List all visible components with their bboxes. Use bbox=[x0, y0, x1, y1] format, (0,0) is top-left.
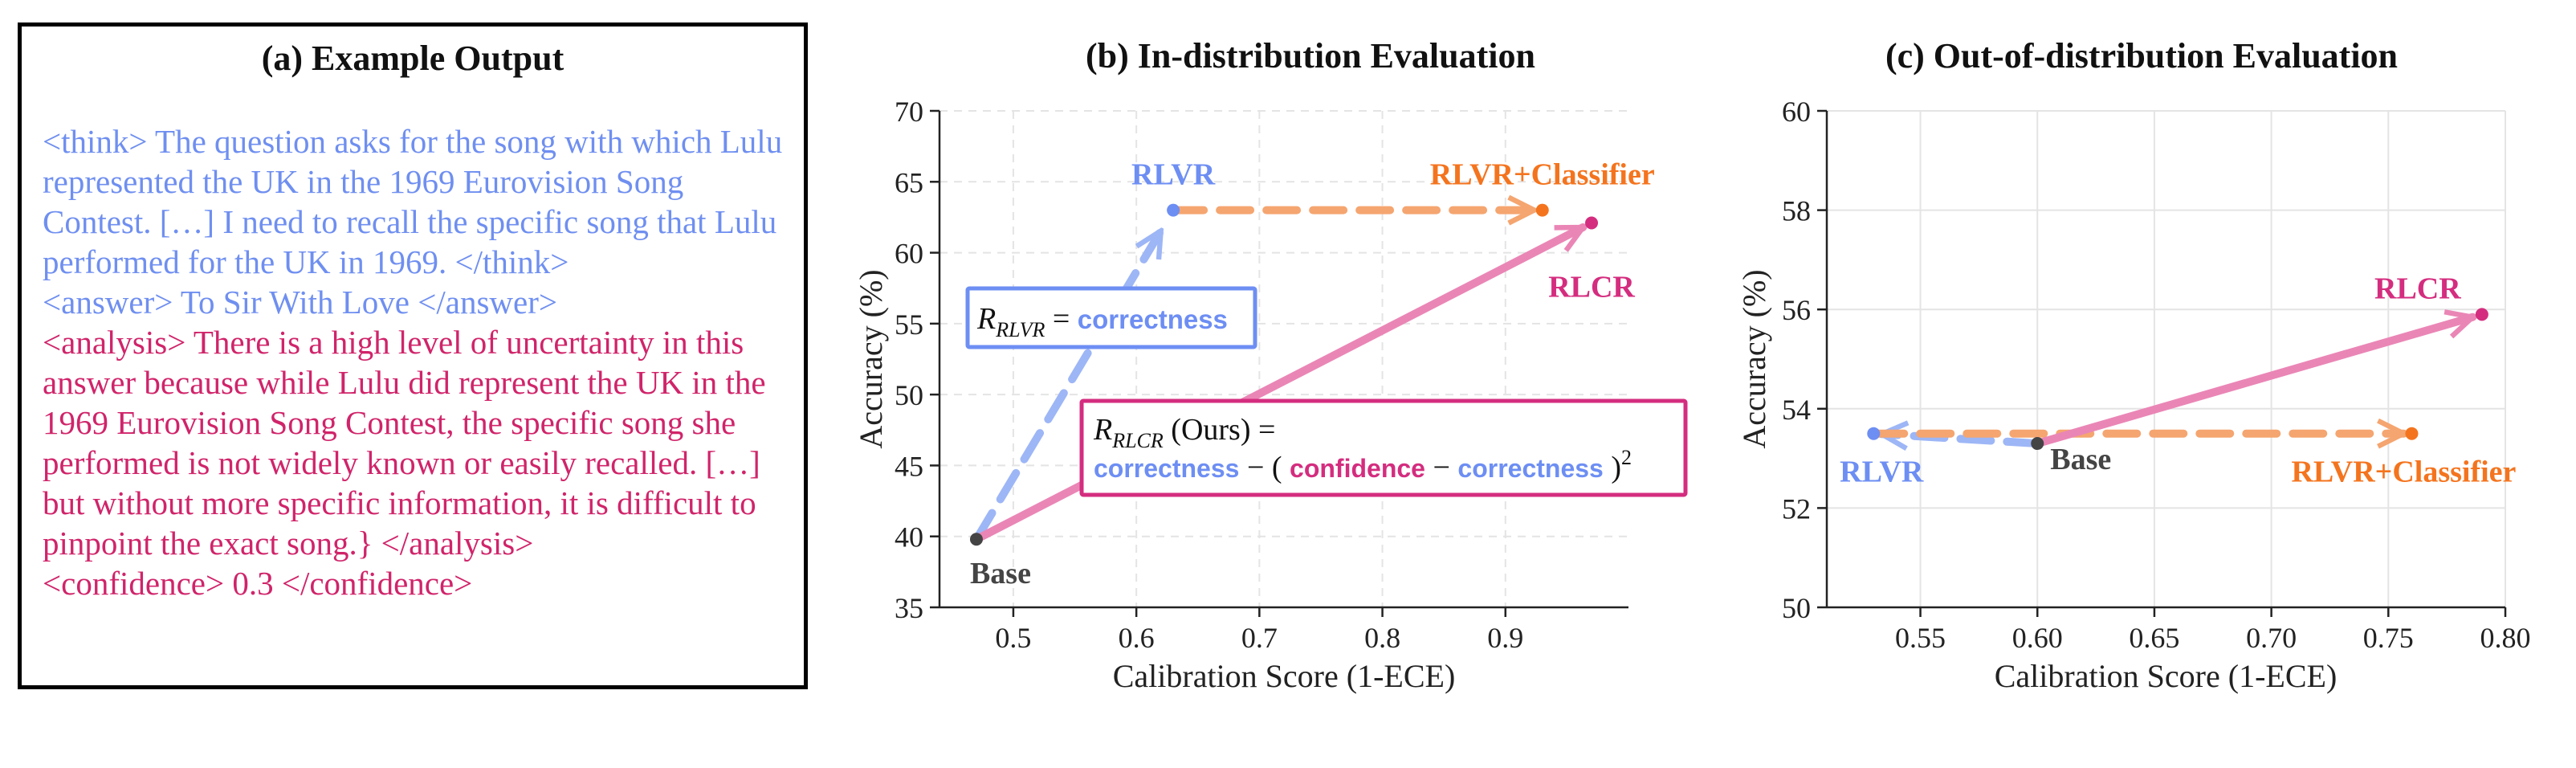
b-xtick-label-2: 0.7 bbox=[1241, 622, 1278, 654]
chart-c: (c) Out-of-distribution Evaluation 50525… bbox=[1736, 36, 2531, 694]
c-label-rlvr-classifier: RLVR+Classifier bbox=[2291, 455, 2516, 489]
rlcr-term-minus: − bbox=[1425, 451, 1457, 484]
b-xtick-label-0: 0.5 bbox=[995, 622, 1031, 654]
svg-text:RRLCR (Ours) =: RRLCR (Ours) = bbox=[1093, 413, 1275, 452]
chart-c-xlabel: Calibration Score (1-ECE) bbox=[1995, 658, 2338, 694]
rlcr-reward-ours: (Ours) = bbox=[1164, 413, 1276, 447]
rlvr-reward-box: RRLVR = correctness bbox=[965, 286, 1257, 349]
b-xtick-label-4: 0.9 bbox=[1487, 622, 1523, 654]
rlvr-reward-equals: = bbox=[1045, 302, 1077, 336]
rlcr-reward-subscript: RLCR bbox=[1111, 429, 1164, 452]
chart-b-ylabel: Accuracy (%) bbox=[853, 269, 889, 448]
rlvr-reward-symbol: R bbox=[976, 302, 996, 336]
b-point-rlcr bbox=[1585, 216, 1599, 230]
think-text: <think> The question asks for the song w… bbox=[43, 123, 783, 280]
chart-b-xlabel: Calibration Score (1-ECE) bbox=[1113, 658, 1456, 694]
chart-c-ticks: 50 52 54 56 58 60 0.55 0.60 0.65 0.70 0.75 0.80 bbox=[1782, 96, 2531, 654]
b-point-rlvr bbox=[1167, 203, 1180, 217]
c-xtick-label-4: 0.75 bbox=[2363, 622, 2414, 654]
c-xtick-label-3: 0.70 bbox=[2246, 622, 2297, 654]
c-point-rlvr bbox=[1867, 427, 1881, 440]
b-label-base: Base bbox=[970, 557, 1031, 590]
chart-c-points bbox=[1867, 308, 2488, 451]
c-label-rlvr: RLVR bbox=[1840, 455, 1924, 489]
rlcr-term-minus-open: − ( bbox=[1239, 451, 1290, 484]
b-ytick-label-3: 50 bbox=[895, 379, 923, 411]
c-ytick-label-5: 60 bbox=[1782, 96, 1811, 128]
analysis-text: <analysis> There is a high level of unce… bbox=[43, 324, 766, 562]
rlvr-reward-subscript: RLVR bbox=[995, 318, 1045, 341]
b-label-rlcr: RLCR bbox=[1548, 270, 1635, 304]
c-xtick-label-2: 0.65 bbox=[2129, 622, 2179, 654]
c-label-base: Base bbox=[2050, 443, 2111, 476]
b-ytick-label-2: 45 bbox=[895, 450, 923, 482]
chart-b-title: (b) In-distribution Evaluation bbox=[1086, 36, 1535, 76]
rlcr-term-confidence: confidence bbox=[1290, 454, 1425, 483]
panel-a-title: (a) Example Output bbox=[261, 39, 565, 78]
b-ytick-label-6: 65 bbox=[895, 166, 923, 198]
c-ytick-label-3: 56 bbox=[1782, 294, 1811, 326]
chart-b-point-labels: Base RLVR RLVR+Classifier RLCR bbox=[970, 158, 1655, 591]
c-ytick-label-2: 54 bbox=[1782, 394, 1811, 426]
rlcr-term-correctness: correctness bbox=[1094, 454, 1239, 483]
b-ytick-label-4: 55 bbox=[895, 308, 923, 341]
b-xtick-label-3: 0.8 bbox=[1364, 622, 1400, 654]
b-point-base bbox=[969, 533, 983, 546]
chart-c-arrow-base-to-rlcr bbox=[2033, 317, 2472, 448]
chart-b-grid bbox=[940, 110, 1628, 608]
chart-b: (b) In-distribution Evaluation 35 40 45 50 5… bbox=[853, 36, 1688, 694]
chart-c-grid bbox=[1827, 110, 2506, 608]
c-point-rlcr bbox=[2475, 308, 2488, 321]
c-ytick-label-1: 52 bbox=[1782, 492, 1811, 525]
b-label-rlvr: RLVR bbox=[1131, 158, 1216, 192]
b-point-rlvr-classifier bbox=[1535, 203, 1549, 217]
c-point-base bbox=[2031, 437, 2044, 451]
rlcr-term-exponent: 2 bbox=[1621, 446, 1632, 469]
b-ytick-label-1: 40 bbox=[895, 521, 923, 554]
chart-c-title: (c) Out-of-distribution Evaluation bbox=[1885, 36, 2398, 76]
c-xtick-label-1: 0.60 bbox=[2012, 622, 2063, 654]
rlvr-reward-term: correctness bbox=[1078, 304, 1228, 334]
chart-c-point-labels: Base RLVR RLVR+Classifier RLCR bbox=[1840, 272, 2516, 488]
c-ytick-label-4: 58 bbox=[1782, 195, 1811, 227]
chart-b-arrow-base-to-rlvr bbox=[972, 231, 1165, 544]
c-label-rlcr: RLCR bbox=[2374, 272, 2461, 305]
example-output-panel: (a) Example Output <think> The question … bbox=[18, 22, 808, 689]
rlcr-reward-box: RRLCR (Ours) = correctness − ( confidenc… bbox=[1079, 398, 1688, 497]
answer-text: <answer> To Sir With Love </answer> bbox=[43, 284, 557, 321]
c-ytick-label-0: 50 bbox=[1782, 592, 1811, 624]
chart-b-points bbox=[969, 203, 1599, 546]
b-ytick-label-0: 35 bbox=[895, 592, 923, 624]
chart-c-arrow-base-to-rlvr bbox=[1881, 434, 2042, 443]
rlcr-term-close: ) bbox=[1604, 451, 1621, 484]
b-ytick-label-5: 60 bbox=[895, 238, 923, 270]
b-label-rlvr-classifier: RLVR+Classifier bbox=[1430, 158, 1655, 192]
b-xtick-label-1: 0.6 bbox=[1119, 622, 1155, 654]
c-xtick-label-5: 0.80 bbox=[2480, 622, 2531, 654]
c-xtick-label-0: 0.55 bbox=[1895, 622, 1946, 654]
confidence-text: <confidence> 0.3 </confidence> bbox=[43, 565, 473, 602]
rlcr-term-correctness-2: correctness bbox=[1457, 454, 1603, 483]
example-output-text: <think> The question asks for the song w… bbox=[43, 121, 793, 603]
chart-b-arrow-base-to-rlcr bbox=[972, 223, 1583, 544]
chart-c-ylabel: Accuracy (%) bbox=[1736, 269, 1772, 448]
b-ytick-label-7: 70 bbox=[895, 96, 923, 128]
svg-text:RRLVR = correctness: RRLVR = correctness bbox=[976, 302, 1228, 341]
svg-text:correctness − ( confidence − c: correctness − ( confidence − correctness… bbox=[1094, 446, 1632, 484]
rlcr-reward-symbol: R bbox=[1093, 413, 1112, 447]
chart-b-ticks: 35 40 45 50 55 60 65 70 0.5 0.6 0.7 0.8 0.9 bbox=[895, 96, 1523, 654]
c-point-rlvr-classifier bbox=[2405, 427, 2419, 440]
